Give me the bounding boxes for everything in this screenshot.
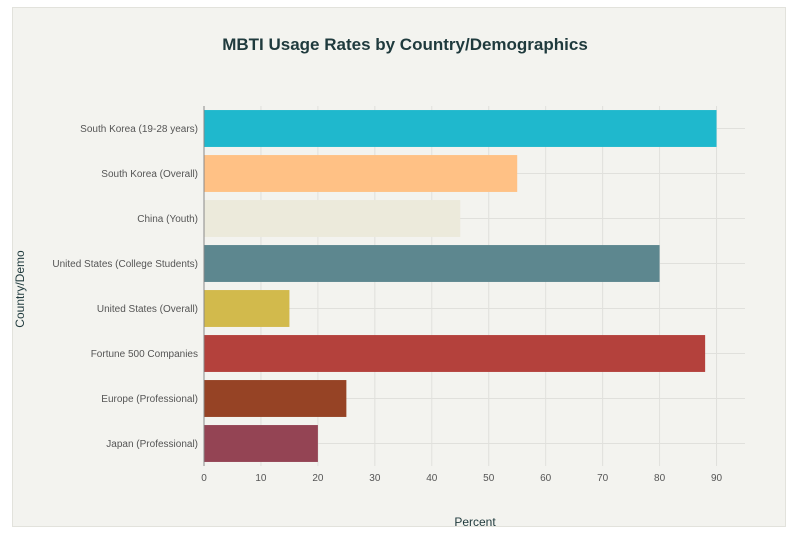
y-tick-label: United States (College Students) xyxy=(52,259,198,270)
x-tick-label: 50 xyxy=(483,473,495,484)
bar-chart: MBTI Usage Rates by Country/Demographics… xyxy=(13,35,745,528)
y-tick-label: South Korea (Overall) xyxy=(101,169,198,180)
y-tick-label: Europe (Professional) xyxy=(101,394,198,405)
y-tick-label: United States (Overall) xyxy=(97,304,198,315)
bar[interactable] xyxy=(204,290,290,327)
x-tick-label: 40 xyxy=(426,473,438,484)
bar[interactable] xyxy=(204,155,518,192)
bar[interactable] xyxy=(204,380,347,417)
bar[interactable] xyxy=(204,245,660,282)
x-tick-label: 10 xyxy=(255,473,267,484)
x-tick-label: 0 xyxy=(201,473,207,484)
y-tick-label: South Korea (19-28 years) xyxy=(80,124,198,135)
y-tick-label: Fortune 500 Companies xyxy=(91,349,198,360)
bar[interactable] xyxy=(204,335,706,372)
x-tick-label: 30 xyxy=(369,473,381,484)
bar[interactable] xyxy=(204,200,461,237)
bar[interactable] xyxy=(204,425,318,462)
chart-title: MBTI Usage Rates by Country/Demographics xyxy=(222,35,588,54)
bar[interactable] xyxy=(204,110,717,147)
x-axis-label: Percent xyxy=(454,515,496,528)
x-tick-label: 20 xyxy=(312,473,324,484)
x-tick-label: 90 xyxy=(711,473,723,484)
y-tick-label: Japan (Professional) xyxy=(106,439,198,450)
x-tick-label: 80 xyxy=(654,473,666,484)
chart-frame: MBTI Usage Rates by Country/Demographics… xyxy=(12,7,786,528)
y-tick-label: China (Youth) xyxy=(137,214,198,225)
y-axis-label: Country/Demo xyxy=(13,250,27,328)
x-tick-label: 70 xyxy=(597,473,609,484)
x-tick-label: 60 xyxy=(540,473,552,484)
